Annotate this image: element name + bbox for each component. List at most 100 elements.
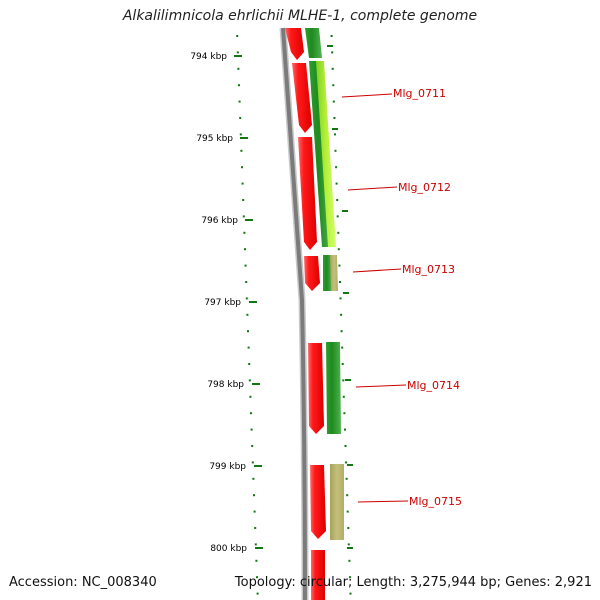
minor-tick <box>251 461 254 464</box>
gene-label-mlg-0713[interactable]: Mlg_0713 <box>402 263 455 276</box>
minor-tick <box>243 231 246 234</box>
minor-tick <box>349 576 351 579</box>
minor-tick <box>337 248 340 251</box>
minor-tick <box>339 281 341 283</box>
cds-arrow <box>304 256 320 291</box>
minor-tick <box>346 510 349 513</box>
minor-tick <box>342 379 345 382</box>
cds-arrow <box>285 28 304 60</box>
minor-tick <box>336 199 339 201</box>
leader-line <box>352 268 402 273</box>
minor-tick <box>345 461 348 464</box>
cds-arrow <box>292 63 312 133</box>
minor-tick <box>256 576 258 579</box>
minor-tick <box>346 494 349 497</box>
kbp-label: 797 kbp <box>204 298 241 308</box>
minor-tick <box>335 182 338 185</box>
minor-tick <box>340 313 343 316</box>
minor-tick <box>332 100 335 103</box>
minor-tick <box>253 494 255 497</box>
kbp-label: 800 kbp <box>210 544 247 554</box>
minor-tick <box>341 363 344 365</box>
minor-tick <box>245 297 248 300</box>
major-ticks <box>234 55 263 549</box>
gene-block-mlg-0714 <box>326 342 341 434</box>
kbp-label: 798 kbp <box>207 380 244 390</box>
minor-tick <box>242 215 245 218</box>
minor-tick <box>330 35 333 37</box>
map-title: Alkalilimnicola ehrlichii MLHE-1, comple… <box>122 8 478 24</box>
minor-tick <box>347 527 350 529</box>
minor-tick <box>236 51 239 54</box>
gene-label-mlg-0715[interactable]: Mlg_0715 <box>409 495 462 508</box>
minor-tick <box>246 313 249 316</box>
minor-tick <box>239 117 242 119</box>
minor-tick <box>236 35 239 37</box>
minor-tick <box>334 133 336 136</box>
leader-line <box>355 384 407 388</box>
minor-tick <box>247 346 250 349</box>
minor-tick <box>238 84 240 87</box>
minor-tick <box>256 592 259 595</box>
minor-tick <box>241 166 243 169</box>
minor-tick <box>254 543 257 546</box>
minor-tick <box>349 592 352 595</box>
minor-ticks <box>236 35 352 595</box>
minor-tick <box>250 428 253 431</box>
minor-tick <box>335 166 338 169</box>
minor-tick <box>254 527 257 529</box>
kbp-label: 799 kbp <box>209 462 246 472</box>
minor-tick <box>248 379 251 382</box>
kbp-label: 794 kbp <box>190 52 227 62</box>
gene-block-mlg-0715 <box>330 464 344 540</box>
gene-block-mlg-0713b <box>330 255 338 291</box>
minor-tick <box>334 149 337 152</box>
outer-ring-ticks <box>327 45 353 549</box>
minor-tick <box>342 395 345 398</box>
minor-tick <box>251 445 254 447</box>
accession-text: Accession: NC_008340 <box>9 575 157 590</box>
minor-tick <box>340 330 343 333</box>
gene-label-mlg-0714[interactable]: Mlg_0714 <box>407 379 460 392</box>
cds-track <box>285 28 326 600</box>
cds-arrow <box>310 465 326 539</box>
gene-block-mlg-0712 <box>316 61 336 247</box>
minor-tick <box>333 117 336 119</box>
leader-lines <box>341 93 409 503</box>
minor-tick <box>244 264 247 267</box>
gene-label-mlg-0711[interactable]: Mlg_0711 <box>393 87 446 100</box>
genome-backbone-core <box>281 27 307 600</box>
minor-tick <box>241 182 244 185</box>
minor-tick <box>237 67 240 70</box>
minor-tick <box>337 231 340 234</box>
cds-arrow <box>311 550 325 600</box>
gene-labels: Mlg_0711 Mlg_0712 Mlg_0713 Mlg_0714 Mlg_… <box>393 87 462 508</box>
minor-tick <box>239 133 242 136</box>
kbp-label: 796 kbp <box>201 216 238 226</box>
minor-tick <box>341 346 344 349</box>
minor-tick <box>332 84 335 87</box>
scale-labels: 794 kbp 795 kbp 796 kbp 797 kbp 798 kbp … <box>190 52 247 554</box>
minor-tick <box>245 281 248 283</box>
minor-tick <box>343 412 346 415</box>
cds-arrow <box>308 343 324 434</box>
leader-line <box>357 500 409 503</box>
minor-tick <box>344 428 346 431</box>
minor-tick <box>253 510 256 513</box>
cds-arrow <box>298 137 317 250</box>
minor-tick <box>238 100 241 103</box>
minor-tick <box>242 199 245 201</box>
minor-tick <box>248 363 251 365</box>
minor-tick <box>348 559 351 562</box>
gene-label-mlg-0712[interactable]: Mlg_0712 <box>398 181 451 194</box>
minor-tick <box>344 445 347 447</box>
minor-tick <box>255 559 258 562</box>
minor-tick <box>249 395 252 398</box>
minor-tick <box>250 412 252 415</box>
kbp-label: 795 kbp <box>196 134 233 144</box>
minor-tick <box>240 149 243 152</box>
minor-tick <box>247 330 249 333</box>
topology-summary: Topology: circular; Length: 3,275,944 bp… <box>234 575 592 590</box>
minor-tick <box>336 215 339 218</box>
